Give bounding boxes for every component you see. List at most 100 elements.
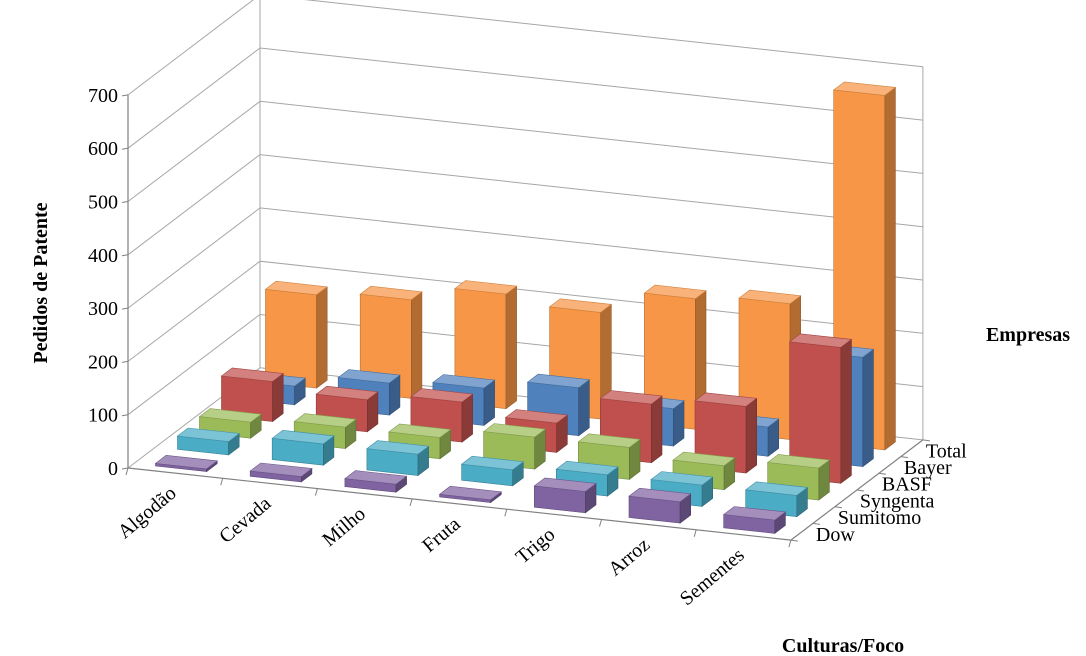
y-tick <box>121 94 129 97</box>
bar <box>249 462 313 483</box>
bar <box>366 440 430 477</box>
y-tick <box>121 307 129 310</box>
series-label: Total <box>926 440 967 462</box>
bar <box>628 487 692 524</box>
series-label: Sumitomo <box>838 507 921 529</box>
bar-side-face <box>316 286 328 389</box>
x-tick <box>504 509 508 517</box>
bar-top-face <box>154 454 218 470</box>
bar-side-face <box>840 338 852 484</box>
bar-top-face <box>438 485 503 501</box>
bar-top-face <box>650 471 714 486</box>
bars <box>154 81 897 535</box>
y-tick <box>121 360 129 363</box>
depth-tick <box>834 506 842 509</box>
x-tick <box>409 498 413 507</box>
bar <box>482 423 547 470</box>
x-tick-label: Algodão <box>114 482 181 543</box>
series-label: Bayer <box>904 457 952 479</box>
bar-side-face <box>272 372 284 423</box>
bar-top-face <box>337 369 401 384</box>
bar <box>533 477 597 514</box>
gridline <box>127 100 923 202</box>
x-tick <box>220 478 224 486</box>
x-tick <box>125 467 129 476</box>
bar <box>788 333 853 484</box>
bar-top-face <box>722 506 787 521</box>
bar-top-face <box>643 284 707 300</box>
axes <box>121 94 930 548</box>
y-tick <box>121 201 129 203</box>
bar-top-face <box>293 413 357 428</box>
bar-top-face <box>460 455 525 471</box>
bar-top-face <box>533 477 597 492</box>
x-tick-label: Sementes <box>676 544 749 610</box>
bar <box>359 285 423 400</box>
bar-side-face <box>461 393 473 443</box>
gridline <box>127 47 923 149</box>
y-tick-label: 700 <box>88 85 118 107</box>
x-tick-label: Trigo <box>512 523 560 568</box>
x-tick-label: Milho <box>318 503 370 551</box>
bar-top-face <box>599 390 663 405</box>
y-tick-label: 200 <box>88 351 118 373</box>
bar-top-face <box>432 374 496 389</box>
bar-side-face <box>505 285 517 410</box>
depth-tick <box>812 522 820 525</box>
bar-top-face <box>249 462 313 477</box>
bar-top-face <box>359 285 423 301</box>
bar-top-face <box>672 451 736 467</box>
bar <box>722 506 787 535</box>
series-label: Syngenta <box>860 490 935 512</box>
bar-top-face <box>744 481 809 496</box>
y-axis-title: Pedidos de Patente <box>30 202 52 363</box>
depth-tick <box>900 456 908 459</box>
x-axis-title: Culturas/Foco <box>782 635 904 656</box>
bar-top-face <box>832 81 897 96</box>
y-tick-label: 600 <box>88 138 118 160</box>
y-tick-label: 0 <box>108 458 118 480</box>
bar-top-face <box>577 433 641 448</box>
bar <box>271 429 335 466</box>
series-label: Dow <box>816 524 855 546</box>
bar-side-face <box>410 291 423 400</box>
y-tick <box>121 254 129 257</box>
bar-side-face <box>651 395 663 464</box>
x-tick-label: Cevada <box>215 492 275 547</box>
x-tick <box>693 529 697 537</box>
bar-top-face <box>410 388 474 403</box>
bar-top-face <box>315 385 379 401</box>
bar-top-face <box>388 423 452 438</box>
bar-top-face <box>766 454 831 469</box>
bar-top-face <box>482 423 547 438</box>
bar-top-face <box>366 440 430 455</box>
bar-side-face <box>884 86 896 451</box>
y-tick-label: 500 <box>88 192 118 214</box>
x-tick <box>788 539 792 548</box>
y-tick-label: 100 <box>88 405 118 427</box>
bar-top-face <box>220 367 284 382</box>
bar-top-face <box>738 289 802 305</box>
gridline <box>127 0 923 96</box>
bar-top-face <box>176 427 240 442</box>
bar-top-face <box>526 373 591 389</box>
depth-tick <box>922 439 930 442</box>
bar-top-face <box>271 429 335 445</box>
y-tick <box>121 467 129 470</box>
bar-side-face <box>745 397 758 474</box>
bar-top-face <box>264 280 328 296</box>
bar <box>176 427 240 456</box>
y-tick <box>121 147 129 150</box>
depth-axis-title: Empresas <box>986 324 1070 346</box>
gridlines <box>127 0 923 469</box>
bar-top-face <box>454 280 518 295</box>
bar-side-face <box>578 379 590 437</box>
bar <box>154 454 218 473</box>
depth-tick <box>878 472 886 475</box>
bar <box>344 470 408 493</box>
series-label: BASF <box>882 474 932 496</box>
x-tick-label: Fruta <box>418 513 465 557</box>
bar <box>264 280 328 389</box>
x-tick <box>314 488 318 496</box>
